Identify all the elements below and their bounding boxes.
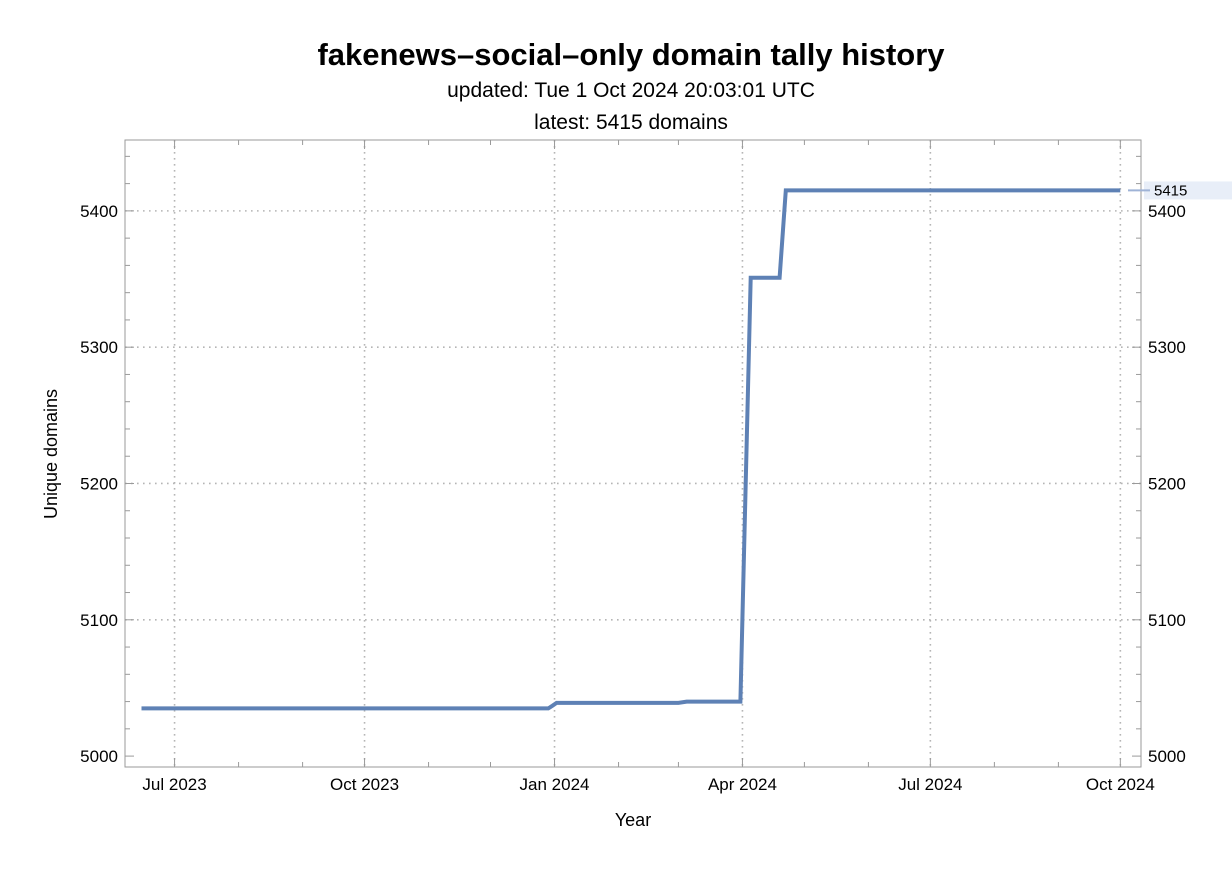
y-tick-label-left: 5300 xyxy=(80,338,118,357)
x-tick-label: Oct 2023 xyxy=(330,775,399,794)
callout-background xyxy=(1144,181,1232,200)
x-tick-label: Jul 2023 xyxy=(142,775,206,794)
y-axis-label: Unique domains xyxy=(41,389,61,519)
grid-lines xyxy=(125,140,1141,767)
chart-subtitle-updated: updated: Tue 1 Oct 2024 20:03:01 UTC xyxy=(447,79,815,102)
x-tick-label: Apr 2024 xyxy=(708,775,777,794)
y-tick-label-right: 5300 xyxy=(1148,338,1186,357)
chart-title: fakenews–social–only domain tally histor… xyxy=(317,37,945,72)
x-tick-label: Oct 2024 xyxy=(1086,775,1155,794)
y-tick-label-left: 5000 xyxy=(80,747,118,766)
y-tick-label-right: 5100 xyxy=(1148,611,1186,630)
series-line xyxy=(141,188,1121,711)
y-tick-label-right: 5000 xyxy=(1148,747,1186,766)
chart-subtitle-latest: latest: 5415 domains xyxy=(534,111,728,134)
x-tick-label: Jul 2024 xyxy=(898,775,962,794)
x-axis-label: Year xyxy=(615,810,651,830)
latest-callout: 5415 xyxy=(1128,181,1232,200)
y-tick-label-left: 5100 xyxy=(80,611,118,630)
callout-value-label: 5415 xyxy=(1154,182,1187,199)
tick-labels: Jul 2023 Oct 2023 Jan 2024 Apr 2024 Jul 2024… xyxy=(80,202,1186,794)
axis-ticks xyxy=(125,140,1141,767)
y-tick-label-left: 5200 xyxy=(80,474,118,493)
y-tick-label-right: 5200 xyxy=(1148,474,1186,493)
plot-frame xyxy=(124,139,1142,768)
y-tick-label-right: 5400 xyxy=(1148,202,1186,221)
y-tick-label-left: 5400 xyxy=(80,202,118,221)
series-layer xyxy=(141,188,1121,711)
x-tick-label: Jan 2024 xyxy=(520,775,590,794)
